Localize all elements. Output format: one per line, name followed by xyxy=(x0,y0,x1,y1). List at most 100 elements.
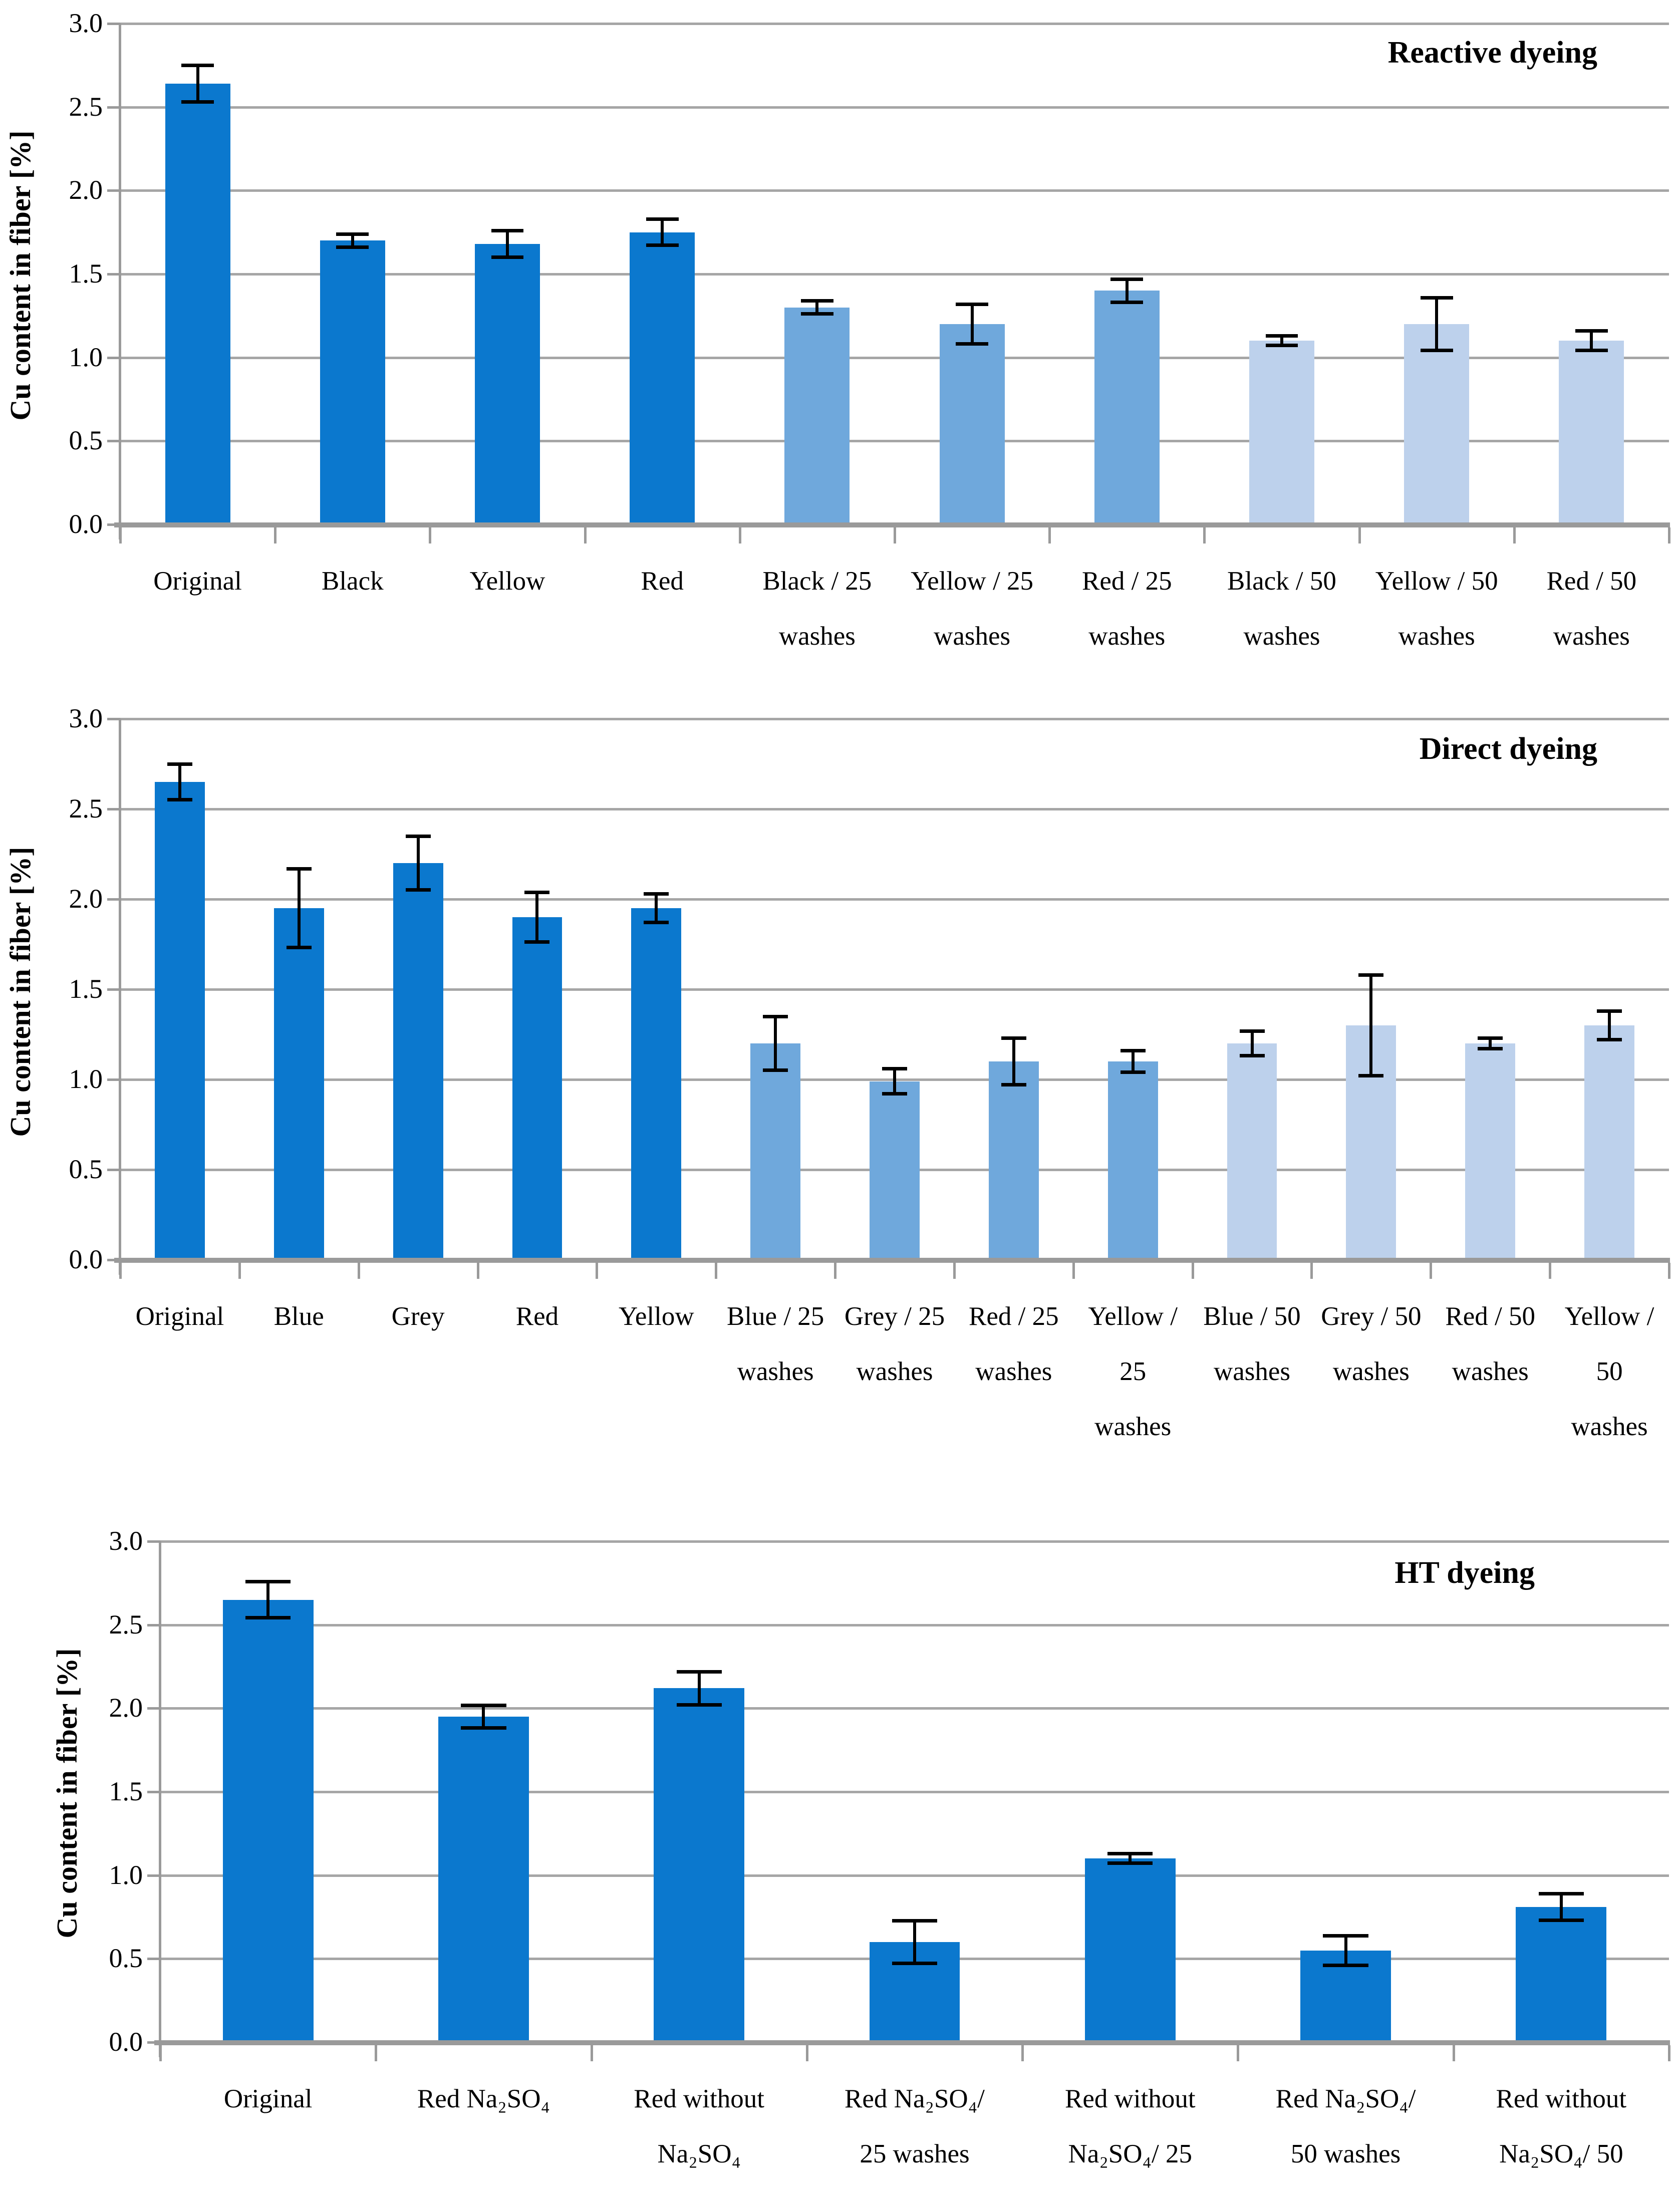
error-bar-cap-bottom xyxy=(405,888,431,892)
x-tick-mark xyxy=(476,1263,479,1279)
error-bar-cap-bottom xyxy=(800,312,833,316)
x-category-label-line: washes xyxy=(1088,622,1166,651)
error-bar xyxy=(1012,1038,1015,1085)
error-bar xyxy=(1125,279,1129,303)
y-tick-mark xyxy=(107,808,120,810)
bar-original xyxy=(222,1599,314,2042)
y-tick-mark xyxy=(107,988,120,991)
y-tick-mark xyxy=(147,1540,160,1543)
x-category-label-line: washes xyxy=(1553,622,1630,651)
x-tick-mark xyxy=(596,1263,599,1279)
y-gridline xyxy=(160,1707,1669,1710)
x-category-label: Yellow / 50 washes xyxy=(1550,1289,1669,1454)
error-bar xyxy=(196,65,199,102)
error-bar-cap-bottom xyxy=(882,1091,907,1096)
plot-area xyxy=(120,23,1669,524)
error-bar-cap-bottom xyxy=(245,1616,291,1620)
bar-red xyxy=(512,917,563,1260)
y-tick-label: 2.0 xyxy=(69,884,103,914)
y-tick-mark xyxy=(147,1707,160,1710)
x-category-label-line: Original xyxy=(135,1302,224,1331)
error-bar-cap-top xyxy=(1239,1029,1265,1033)
x-category-label-line: Red / 25 xyxy=(969,1302,1059,1331)
y-tick-label: 2.0 xyxy=(69,175,103,205)
x-category-label-line: Yellow / 50 xyxy=(1375,567,1498,596)
y-tick-mark xyxy=(107,718,120,720)
x-category-label-line: washes xyxy=(1571,1412,1648,1441)
y-tick-mark xyxy=(107,1078,120,1081)
error-bar-cap-bottom xyxy=(336,245,369,249)
x-category-label: Red without Na₂SO₄/ 25 washes xyxy=(1022,2071,1238,2185)
x-category-label-line: washes xyxy=(1213,1357,1291,1386)
y-tick-label: 3.0 xyxy=(69,8,103,38)
x-category-label-line: Red / 50 xyxy=(1445,1302,1536,1331)
x-tick-mark xyxy=(1668,527,1670,543)
x-category-label-line: Red Na₂SO₄/ xyxy=(845,2084,985,2113)
x-tick-mark xyxy=(1549,1263,1552,1279)
x-category-label-line: Yellow / xyxy=(1564,1302,1654,1331)
bar-blue-50-washes xyxy=(1227,1043,1277,1260)
y-tick-label: 0.5 xyxy=(69,1154,103,1184)
bar-black-25-washes xyxy=(784,307,850,524)
x-category-label-line: Grey xyxy=(391,1302,445,1331)
x-category-label: Red Na₂SO₄/25 washes xyxy=(807,2071,1022,2181)
error-bar-cap-bottom xyxy=(1597,1037,1622,1041)
error-bar xyxy=(297,868,301,948)
x-category-label-line: Yellow / 25 xyxy=(911,567,1034,596)
x-category-label-line: Black xyxy=(321,567,384,596)
x-category-label-line: Red xyxy=(641,567,684,596)
x-category-label-line: washes xyxy=(1398,622,1475,651)
error-bar-cap-top xyxy=(405,835,431,838)
y-gridline xyxy=(160,1623,1669,1626)
chart-reactive-dyeing: Cu content in fiber [%] Reactive dyeing … xyxy=(0,0,1680,671)
y-gridline xyxy=(120,440,1669,443)
y-tick-mark xyxy=(147,1623,160,1626)
error-bar xyxy=(482,1705,485,1729)
y-axis-line xyxy=(159,1541,161,2057)
y-tick-mark xyxy=(107,356,120,359)
error-bar xyxy=(178,764,181,800)
error-bar-cap-top xyxy=(882,1067,907,1071)
error-bar-cap-top xyxy=(892,1919,938,1923)
x-category-label-line: washes xyxy=(737,1357,814,1386)
error-bar-cap-bottom xyxy=(1323,1963,1368,1967)
x-category-label-line: Red Na₂SO₄/ xyxy=(1275,2084,1416,2113)
x-category-label-line: Black / 25 xyxy=(762,567,872,596)
error-bar xyxy=(1559,1893,1563,1921)
x-category-label-line: 25 xyxy=(1119,1357,1147,1386)
x-category-label-line: Red without xyxy=(1064,2084,1196,2113)
error-bar-cap-bottom xyxy=(491,255,524,259)
x-category-label-line: Red xyxy=(515,1302,559,1331)
error-bar-cap-bottom xyxy=(461,1726,506,1730)
x-category-label-line: Red / 50 xyxy=(1546,567,1637,596)
x-category-label-line: Blue / 50 xyxy=(1203,1302,1301,1331)
y-tick-label: 1.0 xyxy=(109,1859,143,1890)
x-category-label-line: Blue xyxy=(273,1302,324,1331)
x-category-label-line: washes xyxy=(975,1357,1052,1386)
bar-red-without-na-so-25-washes xyxy=(1084,1858,1176,2042)
x-tick-mark xyxy=(805,2045,808,2061)
x-category-label-line: Na₂SO₄/ 50 xyxy=(1499,2139,1623,2168)
error-bar-cap-bottom xyxy=(1001,1082,1026,1086)
x-category-label: Black / 25 washes xyxy=(740,554,895,664)
x-tick-mark xyxy=(715,1263,718,1279)
bar-black-50-washes xyxy=(1249,341,1314,524)
error-bar xyxy=(697,1672,701,1705)
y-gridline xyxy=(120,189,1669,192)
x-category-label-line: washes xyxy=(934,622,1011,651)
y-tick-mark xyxy=(147,1874,160,1877)
x-category-label: Yellow xyxy=(597,1289,716,1344)
x-category-label: Red / 25 washes xyxy=(1049,554,1204,664)
y-tick-mark xyxy=(147,1958,160,1961)
x-tick-mark xyxy=(274,527,277,543)
x-category-label: Yellow xyxy=(430,554,585,609)
x-category-label-line: washes xyxy=(1243,622,1320,651)
x-category-label-line: Red / 25 xyxy=(1081,567,1172,596)
x-tick-mark xyxy=(1191,1263,1194,1279)
error-bar-cap-top xyxy=(644,892,669,896)
x-tick-mark xyxy=(738,527,741,543)
error-bar xyxy=(266,1581,270,1618)
y-gridline xyxy=(120,273,1669,276)
x-category-label-line: 50 washes xyxy=(1290,2139,1401,2168)
bar-yellow-25-washes xyxy=(1107,1061,1158,1260)
